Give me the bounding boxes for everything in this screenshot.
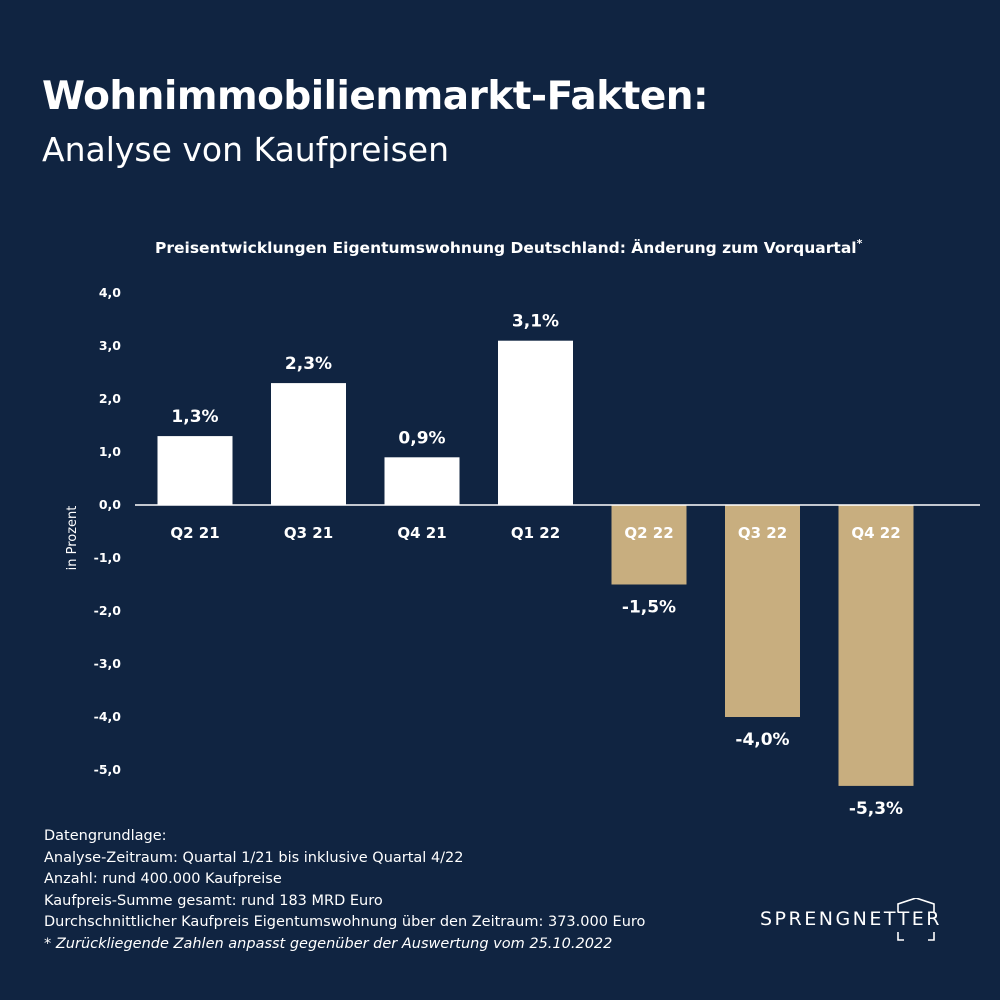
- page-subtitle: Analyse von Kaufpreisen: [42, 130, 450, 169]
- y-tick-label: 1,0: [99, 444, 121, 459]
- footnote-line: Analyse-Zeitraum: Quartal 1/21 bis inklu…: [44, 849, 464, 866]
- chart-title-marker: *: [857, 237, 863, 250]
- bar: [725, 505, 800, 717]
- category-label: Q4 22: [851, 524, 900, 542]
- bar: [838, 505, 914, 786]
- category-label: Q3 21: [284, 524, 333, 542]
- y-tick-label: 2,0: [99, 391, 121, 406]
- category-label: Q3 22: [738, 524, 787, 542]
- y-tick-label: 4,0: [99, 285, 121, 300]
- footnote-line: Kaufpreis-Summe gesamt: rund 183 MRD Eur…: [44, 892, 383, 909]
- bar: [384, 457, 460, 505]
- sprengnetter-logo: SPRENGNETTER: [760, 898, 942, 941]
- bar-chart: Preisentwicklungen Eigentumswohnung Deut…: [65, 237, 980, 819]
- data-label: -4,0%: [735, 730, 789, 750]
- data-labels: 1,3% 2,3% 0,9% 3,1% -1,5% -4,0% -5,3%: [171, 312, 903, 819]
- category-label: Q4 21: [397, 524, 446, 542]
- bar: [271, 383, 346, 505]
- brand-name: SPRENGNETTER: [760, 908, 942, 930]
- y-tick-label: -3,0: [94, 656, 122, 671]
- data-label: 0,9%: [398, 428, 445, 448]
- y-tick-label: 3,0: [99, 338, 121, 353]
- bar: [157, 436, 233, 505]
- page-title: Wohnimmobilienmarkt-Fakten:: [42, 74, 709, 119]
- data-label: 2,3%: [285, 354, 332, 374]
- bar: [611, 505, 687, 585]
- category-label: Q1 22: [511, 524, 560, 542]
- footnote-note: * Zurückliegende Zahlen anpasst gegenübe…: [44, 935, 613, 952]
- data-label: -1,5%: [622, 598, 676, 618]
- data-basis-footnote: Datengrundlage: Analyse-Zeitraum: Quarta…: [44, 826, 645, 955]
- bars-group: [157, 340, 914, 786]
- data-label: 1,3%: [171, 407, 218, 427]
- y-tick-label: -4,0: [94, 709, 122, 724]
- bracket-roof-icon: [897, 898, 935, 941]
- y-axis-ticks: 4,0 3,0 2,0 1,0 0,0 -1,0 -2,0 -3,0 -4,0 -5,0: [94, 285, 122, 777]
- y-axis-label: in Prozent: [65, 506, 80, 571]
- y-tick-label: 0,0: [99, 497, 121, 512]
- y-tick-label: -5,0: [94, 762, 122, 777]
- category-labels: Q2 21 Q3 21 Q4 21 Q1 22 Q2 22 Q3 22 Q4 22: [170, 524, 900, 542]
- footnote-line: Anzahl: rund 400.000 Kaufpreise: [44, 871, 282, 887]
- chart-title: Preisentwicklungen Eigentumswohnung Deut…: [155, 237, 863, 257]
- bar: [498, 340, 573, 505]
- footnote-line: Durchschnittlicher Kaufpreis Eigentumswo…: [44, 914, 646, 930]
- data-label: -5,3%: [849, 799, 903, 819]
- category-label: Q2 21: [170, 524, 219, 542]
- y-tick-label: -1,0: [94, 550, 122, 565]
- category-label: Q2 22: [624, 524, 673, 542]
- footnote-heading: Datengrundlage:: [44, 828, 167, 844]
- data-label: 3,1%: [512, 312, 559, 332]
- y-tick-label: -2,0: [94, 603, 122, 618]
- chart-title-text: Preisentwicklungen Eigentumswohnung Deut…: [155, 238, 857, 257]
